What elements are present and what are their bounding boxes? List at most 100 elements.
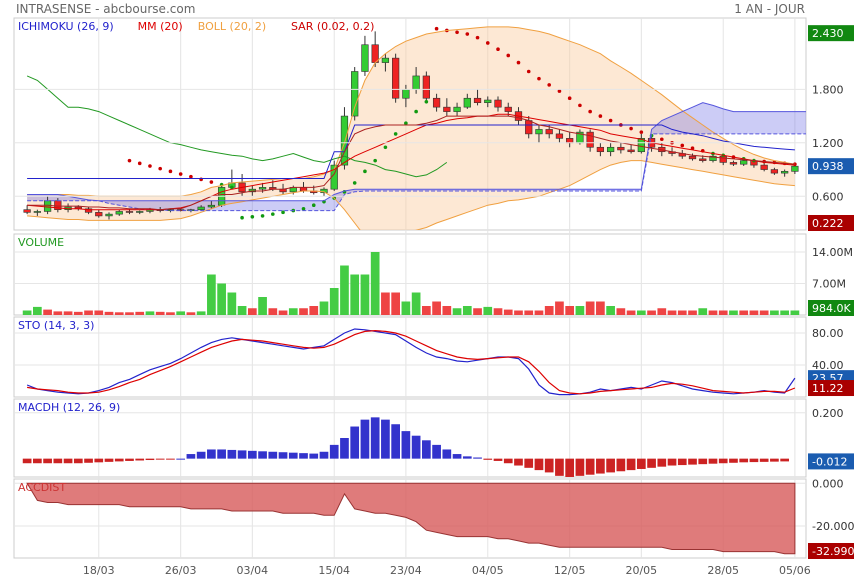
candle-body (535, 129, 543, 135)
volume-bar (166, 312, 175, 315)
volume-bar (555, 301, 564, 315)
price-plot (23, 26, 806, 230)
ichimoku-cloud-bottom (27, 133, 806, 212)
candle-body (392, 57, 400, 99)
candle-body (617, 146, 625, 151)
candle-body (422, 75, 430, 99)
legend-label: BOLL (20, 2) (198, 20, 266, 33)
value-badge-label: -32.990 (812, 545, 854, 558)
macd-histogram-bar (196, 451, 206, 459)
candle-body (84, 208, 93, 213)
macd-histogram-bar (360, 419, 370, 459)
macd-histogram-bar (53, 458, 63, 464)
macd-histogram-bar (739, 458, 749, 463)
volume-bar (698, 308, 708, 315)
candle-body (606, 146, 615, 153)
sar-dot (158, 166, 162, 171)
macd-histogram-bar (411, 435, 421, 459)
value-badge (808, 453, 854, 470)
macd-histogram-bar (698, 458, 708, 465)
macd-histogram-bar (186, 454, 196, 459)
candle-body (525, 120, 533, 135)
sar-dot (148, 164, 152, 168)
sar-dot (230, 185, 234, 190)
candle-body (258, 187, 267, 190)
candle-body (105, 213, 113, 217)
sar-dot (537, 76, 541, 81)
volume-bar (657, 308, 667, 315)
candle-body (381, 57, 390, 63)
candle-body (125, 211, 134, 213)
candle-body (43, 200, 52, 212)
chart-period[interactable]: 1 AN - JOUR (734, 2, 805, 16)
volume-bar (606, 306, 615, 315)
candle-body (729, 162, 738, 165)
sar-dot (363, 169, 367, 174)
macd-histogram-bar (135, 458, 145, 461)
candle-body (95, 212, 103, 217)
sar-dot (660, 137, 664, 142)
macd-histogram-bar (73, 458, 83, 464)
macd-histogram-bar (708, 458, 718, 464)
candle-body (627, 149, 635, 153)
candle-body (791, 165, 799, 172)
macd-histogram-bar (217, 449, 226, 459)
candle-body (207, 204, 216, 208)
panel-frame-price (13, 17, 807, 231)
candle-body (371, 44, 379, 63)
macd-histogram-bar (340, 438, 349, 459)
volume-bar (299, 308, 308, 315)
candle-body (688, 155, 697, 160)
value-badge-label: 0.938 (812, 160, 844, 173)
volume-bar (125, 312, 134, 315)
macd-histogram-bar (391, 424, 400, 459)
volume-bar (309, 306, 319, 315)
candle-body (453, 106, 461, 112)
candle-body (566, 138, 574, 144)
macd-histogram-bar (268, 451, 278, 459)
volume-bar (207, 274, 216, 315)
macd-histogram-bar (462, 456, 472, 459)
y-tick-label: 40.00 (812, 359, 844, 372)
sar-dot (168, 169, 173, 174)
ichimoku-tenkan-line (27, 115, 795, 211)
legend-label: SAR (0.02, 0.2) (291, 20, 374, 33)
macd-histogram-bar (319, 451, 329, 459)
y-tick-label: 80.00 (812, 327, 844, 340)
candle-body (23, 209, 31, 213)
volume-bar (370, 252, 380, 315)
y-tick-label: 0.600 (812, 190, 844, 203)
macd-histogram-bar (473, 457, 482, 459)
macd-histogram-bar (370, 417, 380, 459)
volume-bar (565, 306, 575, 315)
ichimoku-cloud-top (27, 102, 806, 202)
volume-bar (493, 308, 503, 315)
bollinger-lower-line (27, 160, 795, 230)
candle-body (586, 131, 594, 148)
x-tick-label: 03/04 (236, 564, 268, 577)
macd-histogram-bar (780, 458, 789, 462)
sar-dot (557, 89, 562, 93)
macd-histogram-bar (596, 458, 605, 474)
macd-histogram-bar (524, 458, 534, 468)
volume-bar (585, 301, 595, 315)
volume-bar (780, 310, 789, 315)
volume-bar (94, 310, 104, 315)
volume-bar (391, 292, 400, 315)
volume-bar (114, 312, 124, 315)
volume-bar (22, 310, 32, 315)
candle-body (432, 97, 441, 108)
sar-dot (639, 130, 644, 134)
candle-body (709, 155, 717, 161)
volume-bar (503, 309, 513, 315)
candle-body (473, 97, 482, 103)
value-badge-label: -0.012 (812, 455, 847, 468)
volume-bar (452, 308, 462, 315)
sar-dot (352, 181, 357, 185)
y-tick-label: -20.000 (812, 520, 854, 533)
macd-histogram-bar (299, 453, 308, 459)
sar-dot (189, 174, 193, 179)
volume-bar (360, 274, 370, 315)
value-badge-label: 11.22 (812, 382, 844, 395)
